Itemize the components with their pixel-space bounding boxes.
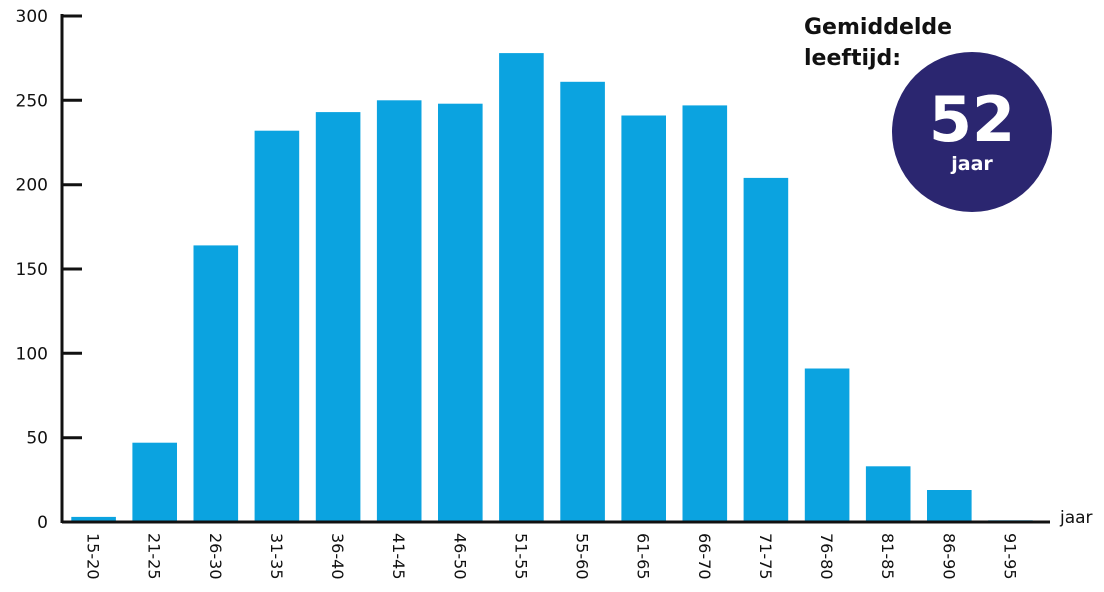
bar-81-85: [865, 466, 911, 522]
bar-61-65: [621, 115, 666, 522]
x-tick-label-61-65: 61-65: [634, 533, 653, 580]
x-tick-label-51-55: 51-55: [511, 533, 530, 580]
x-tick-label-31-35: 31-35: [267, 533, 286, 580]
bar-15-20: [71, 516, 116, 522]
bars-group: [71, 53, 1033, 523]
average-age-value: 52: [928, 83, 1016, 156]
bar-31-35: [254, 130, 300, 522]
average-age-title-line1: Gemiddelde: [804, 15, 953, 40]
y-ticks-group: 0 50 100 150 200 250 300: [16, 7, 82, 533]
x-tick-label-26-30: 26-30: [206, 533, 225, 580]
bar-26-30: [193, 245, 239, 522]
average-age-title: Gemiddelde leeftijd:: [804, 12, 952, 74]
bar-41-45: [376, 100, 422, 523]
y-tick-label-300: 300: [16, 7, 48, 27]
bar-86-90: [927, 490, 972, 522]
y-tick-label-0: 0: [37, 513, 48, 533]
average-age-unit: jaar: [951, 153, 993, 175]
x-tick-label-76-80: 76-80: [817, 533, 836, 580]
y-tick-label-50: 50: [26, 429, 48, 449]
x-tick-label-55-60: 55-60: [573, 533, 592, 580]
y-tick-label-100: 100: [16, 344, 48, 364]
bar-36-40: [315, 112, 361, 522]
bar-71-75: [743, 177, 789, 522]
x-tick-label-81-85: 81-85: [878, 533, 897, 580]
x-tick-label-66-70: 66-70: [695, 533, 714, 580]
y-tick-label-200: 200: [16, 176, 48, 196]
y-tick-label-250: 250: [16, 91, 48, 111]
x-tick-label-91-95: 91-95: [1000, 533, 1019, 580]
bar-51-55: [499, 53, 544, 522]
x-tick-label-36-40: 36-40: [328, 533, 347, 580]
x-axis-label: jaar: [1059, 508, 1093, 528]
average-age-badge: 52 jaar: [892, 52, 1052, 212]
x-tick-label-41-45: 41-45: [389, 533, 408, 580]
average-age-title-line2: leeftijd:: [804, 46, 902, 71]
x-tick-label-46-50: 46-50: [450, 533, 469, 580]
x-tick-label-86-90: 86-90: [939, 533, 958, 580]
bar-76-80: [804, 368, 850, 522]
bar-55-60: [560, 81, 605, 523]
bar-66-70: [682, 105, 728, 523]
bar-46-50: [438, 103, 483, 522]
x-tick-label-71-75: 71-75: [756, 533, 775, 580]
y-tick-label-150: 150: [16, 260, 48, 280]
bar-21-25: [132, 442, 177, 522]
x-tick-label-15-20: 15-20: [84, 533, 103, 580]
x-tick-label-21-25: 21-25: [145, 533, 164, 580]
x-tick-labels-group: 15-20 21-25 26-30 31-35 36-40 41-45 46-50 51-55…: [84, 533, 1020, 580]
